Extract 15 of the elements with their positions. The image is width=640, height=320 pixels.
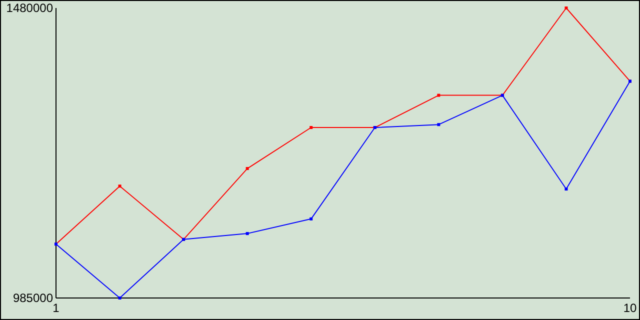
x-tick-label: 10 — [623, 301, 637, 315]
point — [564, 6, 568, 10]
point — [310, 217, 313, 220]
line-series — [54, 6, 632, 246]
point — [118, 296, 122, 300]
point — [310, 126, 313, 130]
x-tick-label: 1 — [52, 301, 60, 315]
point — [564, 188, 568, 191]
y-tick-label: 985000 — [12, 291, 54, 306]
point — [246, 167, 249, 170]
point — [118, 184, 122, 188]
point — [246, 232, 249, 236]
point — [437, 94, 440, 97]
point — [437, 123, 440, 126]
y-tick-label: 1480000 — [6, 1, 54, 16]
